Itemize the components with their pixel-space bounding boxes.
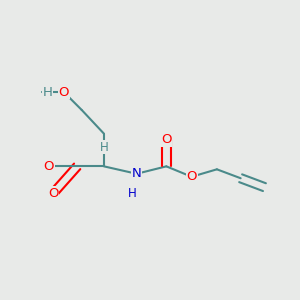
Text: O: O [58, 85, 69, 98]
Text: O: O [48, 187, 59, 200]
Text: O: O [186, 170, 197, 183]
Text: H: H [100, 140, 108, 154]
Text: N: N [132, 167, 142, 180]
Text: ·: · [41, 158, 46, 172]
Text: O: O [161, 133, 172, 146]
Text: ·: · [45, 83, 50, 98]
Text: H: H [43, 85, 52, 98]
Text: O: O [44, 160, 54, 173]
Text: H: H [128, 187, 136, 200]
